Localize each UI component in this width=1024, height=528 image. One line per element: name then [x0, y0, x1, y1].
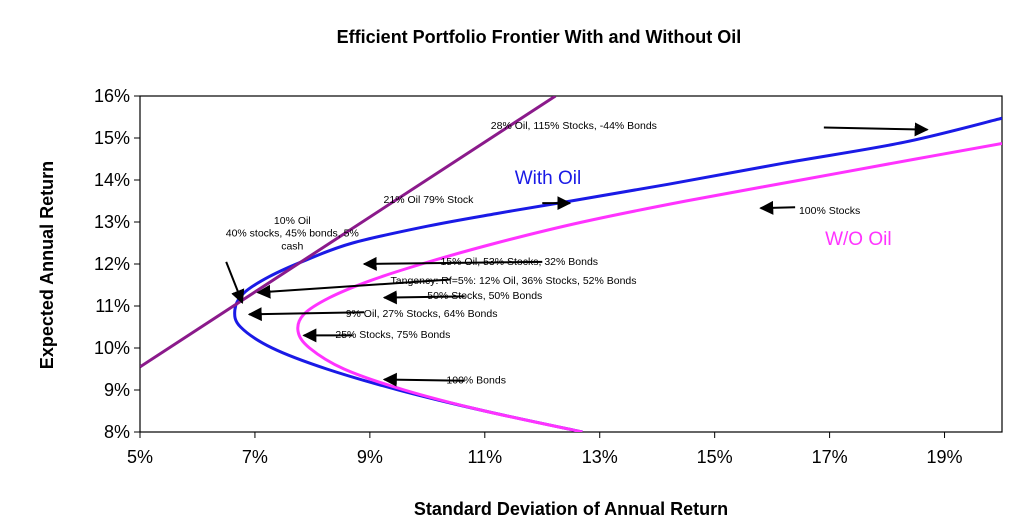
annotation-arrow: [759, 200, 796, 215]
annotation-arrow: [382, 290, 465, 305]
annotation-arrow: [823, 122, 929, 137]
x-tick-label: 7%: [242, 447, 268, 467]
annotation-label: Tangency: Rf=5%: 12% Oil, 36% Stocks, 52…: [391, 275, 637, 287]
x-axis-title: Standard Deviation of Annual Return: [414, 499, 728, 519]
series-label: W/O Oil: [825, 229, 892, 250]
x-tick-label: 5%: [127, 447, 153, 467]
x-tick-label: 9%: [357, 447, 383, 467]
annotation-label: 28% Oil, 115% Stocks, -44% Bonds: [491, 120, 657, 132]
y-tick-label: 9%: [104, 380, 130, 400]
y-tick-label: 10%: [94, 338, 130, 358]
y-tick-label: 8%: [104, 422, 130, 442]
annotation-label: 100% Stocks: [799, 205, 860, 217]
annotation-arrow: [256, 278, 451, 299]
y-tick-label: 16%: [94, 86, 130, 106]
capital-market-line: [140, 96, 557, 369]
x-tick-label: 19%: [927, 447, 963, 467]
y-tick-label: 12%: [94, 254, 130, 274]
annotation-arrow: [247, 307, 365, 322]
annotation-label: 25% Stocks, 75% Bonds: [335, 329, 450, 341]
y-tick-label: 15%: [94, 128, 130, 148]
x-tick-label: 17%: [812, 447, 848, 467]
annotation-label: 9% Oil, 27% Stocks, 64% Bonds: [346, 308, 498, 320]
annotation-label: 100% Bonds: [446, 375, 506, 387]
y-tick-label: 13%: [94, 212, 130, 232]
annotation-label: 21% Oil 79% Stock: [384, 194, 475, 206]
x-tick-label: 13%: [582, 447, 618, 467]
plot-area: 5% 7% 9% 11% 13% 15% 17% 19% 8% 9% 10% 11% 12% 13% 14%…: [94, 86, 1003, 467]
annotation-label: 50% Stocks, 50% Bonds: [427, 290, 542, 302]
x-tick-label: 11%: [467, 447, 502, 467]
annotation-label: 10% Oil: [274, 215, 311, 227]
x-tick-label: 15%: [697, 447, 733, 467]
y-axis-title: Expected Annual Return: [37, 161, 57, 369]
chart-title: Efficient Portfolio Frontier With and Wi…: [337, 27, 742, 47]
annotation-arrow: [362, 256, 543, 271]
annotation-label: 40% stocks, 45% bonds, 5%: [226, 228, 359, 240]
y-tick-label: 14%: [94, 170, 130, 190]
annotation-arrow: [225, 261, 245, 304]
series-label: With Oil: [515, 168, 582, 189]
annotation-arrow: [382, 372, 465, 387]
series-line-w-o-oil: [296, 141, 1002, 432]
annotation-label: cash: [281, 241, 303, 253]
y-tick-label: 11%: [95, 296, 130, 316]
